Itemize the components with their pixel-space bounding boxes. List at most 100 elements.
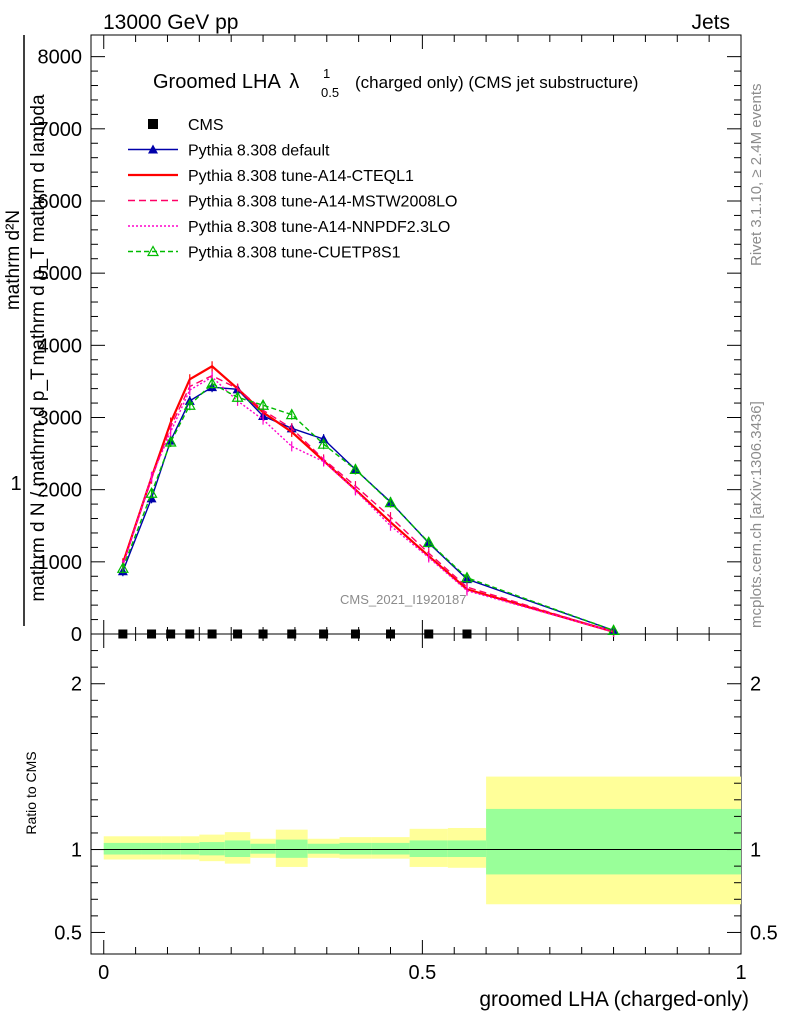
main-ytick-label-2: 2000 (38, 480, 83, 502)
series-line-2 (121, 364, 614, 633)
cms-point-2 (166, 629, 176, 639)
ratio-stat-band-1 (141, 842, 162, 855)
main-y-ticks: 0 1000 2000 3000 4000 5000 6000 7000 8000 (38, 47, 741, 646)
watermark: CMS_2021_I1920187 (340, 592, 467, 607)
ratio-bands (103, 776, 741, 905)
series-5-marker-1 (145, 487, 158, 498)
chart-title-main: Groomed LHA (153, 71, 281, 93)
ylabel-one: 1 (10, 473, 21, 495)
legend-label-4: Pythia 8.308 tune-A14-NNPDF2.3LO (188, 219, 450, 236)
main-ylabel: 1 mathrm d²N mathrm d p_T mathrm d lambd… (3, 35, 49, 626)
series-5-marker-9 (349, 463, 362, 475)
series-5-marker-12 (460, 571, 474, 583)
main-ytick-label-1: 1000 (38, 552, 83, 574)
legend-label-5: Pythia 8.308 tune-CUETP8S1 (188, 245, 401, 262)
ratio-ytick-label-0: 0.5 (54, 922, 82, 944)
legend: CMS Pythia 8.308 default Pythia 8.308 tune… (128, 117, 457, 262)
legend-marker-1 (148, 144, 158, 154)
main-ytick-label-5: 5000 (38, 263, 83, 285)
chart-title-sup: 1 (323, 66, 330, 81)
series-0 (118, 629, 472, 639)
header-left: 13000 GeV pp (103, 11, 238, 34)
series-4 (122, 372, 615, 637)
series-5-marker-0 (116, 562, 129, 573)
series-5-marker-3 (183, 398, 196, 410)
ratio-stat-band-13 (486, 808, 741, 875)
ratio-x-ticks: 0 0.5 1 (98, 634, 747, 984)
series-line-4 (122, 376, 614, 633)
header-right: Jets (691, 11, 730, 34)
legend-item-5: Pythia 8.308 tune-CUETP8S1 (128, 245, 401, 262)
cms-point-7 (287, 629, 297, 639)
ratio-ytick-label-1: 1 (71, 840, 82, 862)
xtick-label-1: 0.5 (408, 962, 436, 984)
cms-point-4 (207, 629, 217, 639)
ylabel-numerator-extra: mathrm d p_T mathrm d lambda (28, 94, 49, 365)
ratio-stat-band-8 (307, 843, 340, 854)
chart-title-symbol: λ (289, 71, 299, 93)
legend-label-3: Pythia 8.308 tune-A14-MSTW2008LO (188, 194, 457, 211)
ratio-ytick-label-2: 2 (71, 674, 82, 696)
ratio-stat-band-6 (250, 843, 276, 854)
cms-point-3 (185, 629, 195, 639)
series-5-marker-11 (422, 536, 435, 547)
main-ytick-label-7: 7000 (38, 119, 83, 141)
main-ytick-label-8: 8000 (38, 47, 83, 69)
xtick-label-2: 1 (735, 962, 746, 984)
main-ytick-label-6: 6000 (38, 191, 83, 213)
ratio-stat-band-12 (447, 840, 487, 858)
legend-item-4: Pythia 8.308 tune-A14-NNPDF2.3LO (128, 219, 450, 236)
main-ytick-label-3: 3000 (38, 407, 83, 429)
series-5-marker-2 (164, 435, 177, 447)
series-lines (116, 361, 620, 639)
xtick-label-0: 0 (98, 962, 109, 984)
ratio-stat-band-7 (275, 839, 308, 858)
ratio-y-ticks: 0.5 0.5 1 1 2 2 (54, 650, 778, 944)
legend-label-1: Pythia 8.308 default (188, 143, 330, 160)
ratio-stat-band-9 (339, 842, 372, 855)
chart-title: Groomed LHA λ (153, 71, 299, 93)
cms-point-10 (386, 629, 396, 639)
series-line-3 (122, 374, 614, 633)
ratio-ytick-label-right-0: 0.5 (750, 922, 778, 944)
legend-marker-5 (146, 245, 160, 257)
ratio-ytick-label-right-1: 1 (750, 840, 761, 862)
series-5-marker-5 (231, 391, 244, 402)
legend-item-2: Pythia 8.308 tune-A14-CTEQL1 (128, 168, 414, 185)
cms-point-8 (319, 629, 329, 639)
series-5-marker-10 (384, 496, 397, 508)
ratio-ylabel: Ratio to CMS (23, 751, 39, 834)
chart-title-sub: 0.5 (321, 85, 339, 100)
series-5-marker-6 (257, 398, 270, 410)
mcplots-ref: mcplots.cern.ch [arXiv:1306.3436] (748, 401, 765, 628)
ratio-stat-band-5 (224, 840, 251, 858)
legend-label-2: Pythia 8.308 tune-A14-CTEQL1 (188, 168, 414, 185)
series-5-marker-7 (285, 408, 298, 420)
cms-point-5 (233, 629, 243, 639)
series-5-marker-13 (607, 624, 620, 635)
rivet-version: Rivet 3.1.10, ≥ 2.4M events (748, 84, 765, 267)
legend-item-0: CMS (148, 117, 224, 134)
chart-title-rest: (charged only) (CMS jet substructure) (355, 73, 638, 92)
ratio-stat-band-2 (161, 842, 181, 855)
legend-marker-0 (148, 119, 158, 129)
ratio-ytick-label-right-2: 2 (750, 674, 761, 696)
cms-point-12 (462, 629, 472, 639)
legend-item-1: Pythia 8.308 default (128, 143, 330, 160)
ylabel-numerator: mathrm d²N (3, 210, 24, 310)
ratio-stat-band-11 (409, 840, 448, 858)
cms-point-6 (258, 629, 268, 639)
ratio-stat-band-3 (180, 842, 200, 855)
ratio-stat-band-0 (103, 842, 142, 855)
ratio-stat-band-10 (371, 842, 410, 855)
series-5-marker-4 (206, 377, 219, 389)
xlabel: groomed LHA (charged-only) (479, 988, 749, 1011)
cms-point-9 (350, 629, 360, 639)
main-ytick-label-0: 0 (71, 624, 82, 646)
legend-label-0: CMS (188, 117, 224, 134)
cms-point-0 (118, 629, 128, 639)
cms-point-1 (147, 629, 157, 639)
ylabel-denominator: mathrm d N / mathrm d p_T (28, 368, 49, 602)
cms-point-11 (424, 629, 434, 639)
